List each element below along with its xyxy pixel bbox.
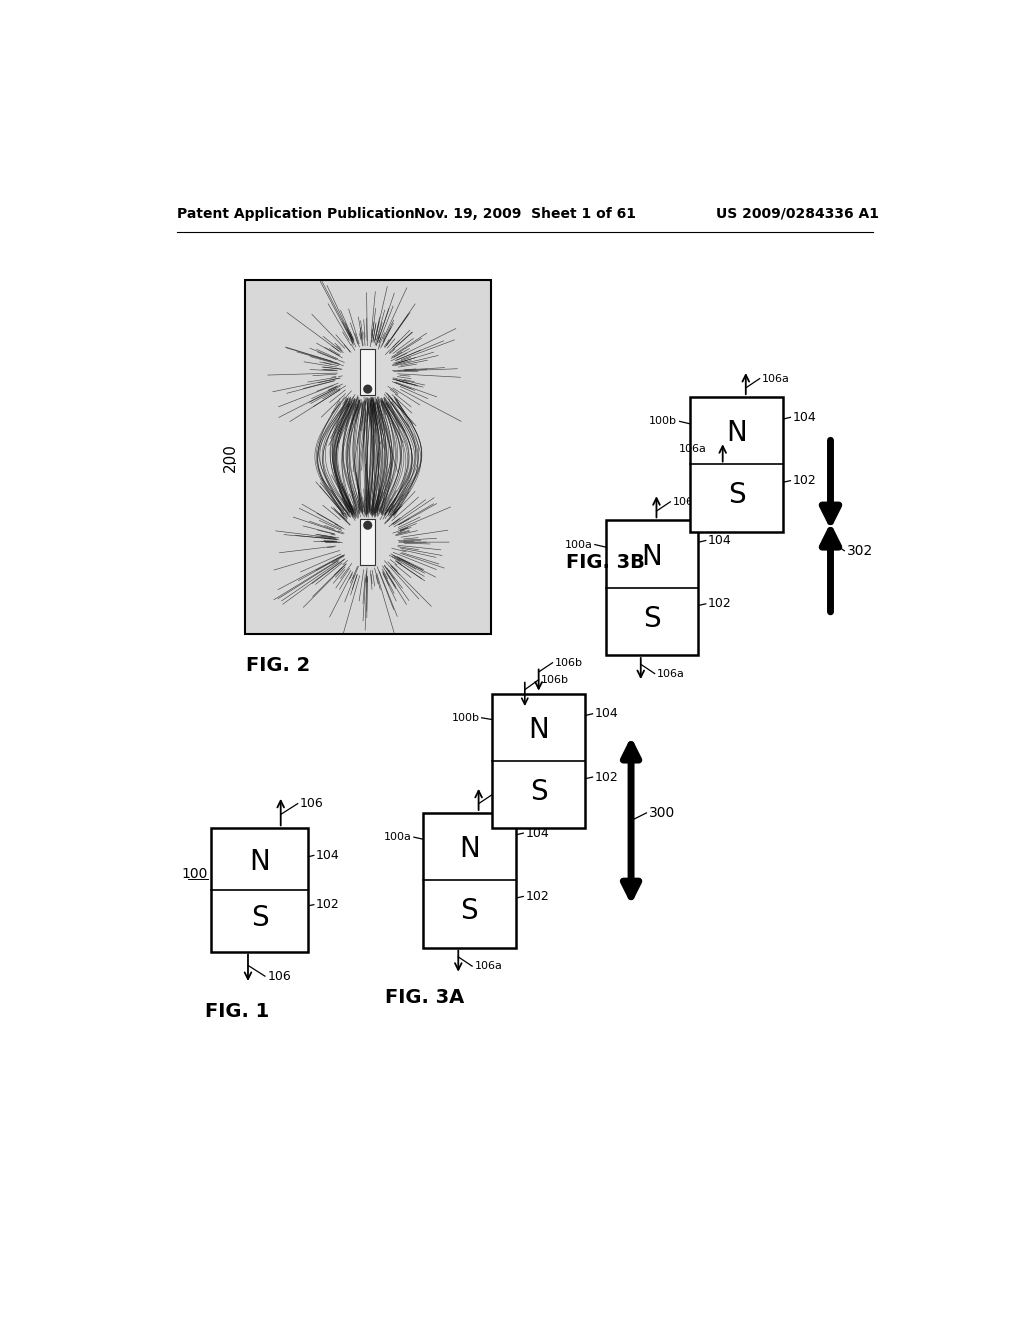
Text: 106: 106 xyxy=(267,970,291,982)
Text: N: N xyxy=(641,543,663,570)
Text: S: S xyxy=(461,898,478,925)
Bar xyxy=(211,829,307,952)
Text: 106a: 106a xyxy=(495,789,522,800)
Text: 106b: 106b xyxy=(555,657,583,668)
Bar xyxy=(360,348,376,395)
Bar xyxy=(690,397,782,532)
Text: 102: 102 xyxy=(793,474,816,487)
Bar xyxy=(423,813,515,948)
Text: 100: 100 xyxy=(181,867,208,882)
Text: FIG. 2: FIG. 2 xyxy=(246,656,310,675)
Text: S: S xyxy=(251,904,268,932)
Text: 106: 106 xyxy=(300,797,324,810)
Text: 104: 104 xyxy=(595,708,618,721)
Text: 106a: 106a xyxy=(673,496,700,507)
Text: 106a: 106a xyxy=(762,374,790,384)
Text: N: N xyxy=(249,847,270,875)
Text: N: N xyxy=(726,420,746,447)
Text: 104: 104 xyxy=(793,411,816,424)
Text: 104: 104 xyxy=(525,826,549,840)
Text: 100a: 100a xyxy=(384,832,412,842)
Text: FIG. 3A: FIG. 3A xyxy=(385,987,464,1007)
Text: 300: 300 xyxy=(649,807,675,820)
Text: S: S xyxy=(643,605,660,632)
Text: 104: 104 xyxy=(708,535,732,546)
Text: US 2009/0284336 A1: US 2009/0284336 A1 xyxy=(716,207,879,220)
Text: 106a: 106a xyxy=(679,444,707,454)
Text: N: N xyxy=(528,715,549,744)
Text: N: N xyxy=(459,836,479,863)
Text: 102: 102 xyxy=(316,898,340,911)
Text: 102: 102 xyxy=(525,890,549,903)
Circle shape xyxy=(364,521,372,529)
Text: FIG. 3B: FIG. 3B xyxy=(565,553,644,573)
Bar xyxy=(360,519,376,565)
Text: 106a: 106a xyxy=(474,961,503,972)
Text: 102: 102 xyxy=(595,771,618,784)
Text: Nov. 19, 2009  Sheet 1 of 61: Nov. 19, 2009 Sheet 1 of 61 xyxy=(414,207,636,220)
Circle shape xyxy=(364,385,372,393)
Text: 104: 104 xyxy=(316,849,340,862)
Text: 200: 200 xyxy=(223,442,239,471)
Bar xyxy=(245,280,490,635)
Text: 106b: 106b xyxy=(541,675,569,685)
Text: 302: 302 xyxy=(847,544,872,558)
Text: 106a: 106a xyxy=(657,668,685,678)
Bar xyxy=(605,520,698,655)
Text: Patent Application Publication: Patent Application Publication xyxy=(177,207,415,220)
Text: 102: 102 xyxy=(708,598,732,610)
Text: 100b: 100b xyxy=(452,713,479,723)
Text: 100a: 100a xyxy=(564,540,593,549)
Text: 100b: 100b xyxy=(649,416,677,426)
Text: FIG. 1: FIG. 1 xyxy=(205,1002,269,1020)
Bar xyxy=(493,693,585,829)
Text: S: S xyxy=(728,482,745,510)
Text: S: S xyxy=(529,777,548,807)
